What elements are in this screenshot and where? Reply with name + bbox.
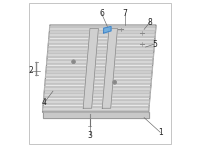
Text: 4: 4: [42, 98, 47, 107]
Polygon shape: [47, 60, 153, 64]
Circle shape: [113, 80, 117, 84]
Polygon shape: [48, 40, 155, 44]
Text: 2: 2: [29, 66, 33, 75]
Circle shape: [73, 61, 74, 63]
Polygon shape: [44, 93, 150, 97]
Text: 5: 5: [152, 40, 157, 49]
Polygon shape: [46, 73, 152, 77]
Polygon shape: [49, 33, 155, 37]
Polygon shape: [43, 107, 149, 111]
Polygon shape: [43, 25, 156, 112]
Polygon shape: [102, 29, 117, 108]
Polygon shape: [47, 53, 153, 57]
Polygon shape: [50, 27, 156, 31]
Text: 3: 3: [87, 131, 92, 140]
Text: 6: 6: [99, 9, 104, 18]
Circle shape: [114, 81, 116, 83]
Polygon shape: [149, 25, 156, 113]
Polygon shape: [45, 80, 151, 84]
Circle shape: [72, 60, 75, 64]
Text: 8: 8: [148, 17, 152, 27]
Polygon shape: [83, 29, 98, 108]
Polygon shape: [43, 25, 50, 112]
Polygon shape: [104, 26, 111, 33]
Polygon shape: [44, 87, 151, 91]
Polygon shape: [43, 100, 149, 104]
Polygon shape: [46, 67, 152, 71]
Text: 7: 7: [123, 9, 127, 18]
Polygon shape: [48, 47, 154, 51]
Polygon shape: [43, 112, 149, 118]
Text: 1: 1: [158, 128, 163, 137]
